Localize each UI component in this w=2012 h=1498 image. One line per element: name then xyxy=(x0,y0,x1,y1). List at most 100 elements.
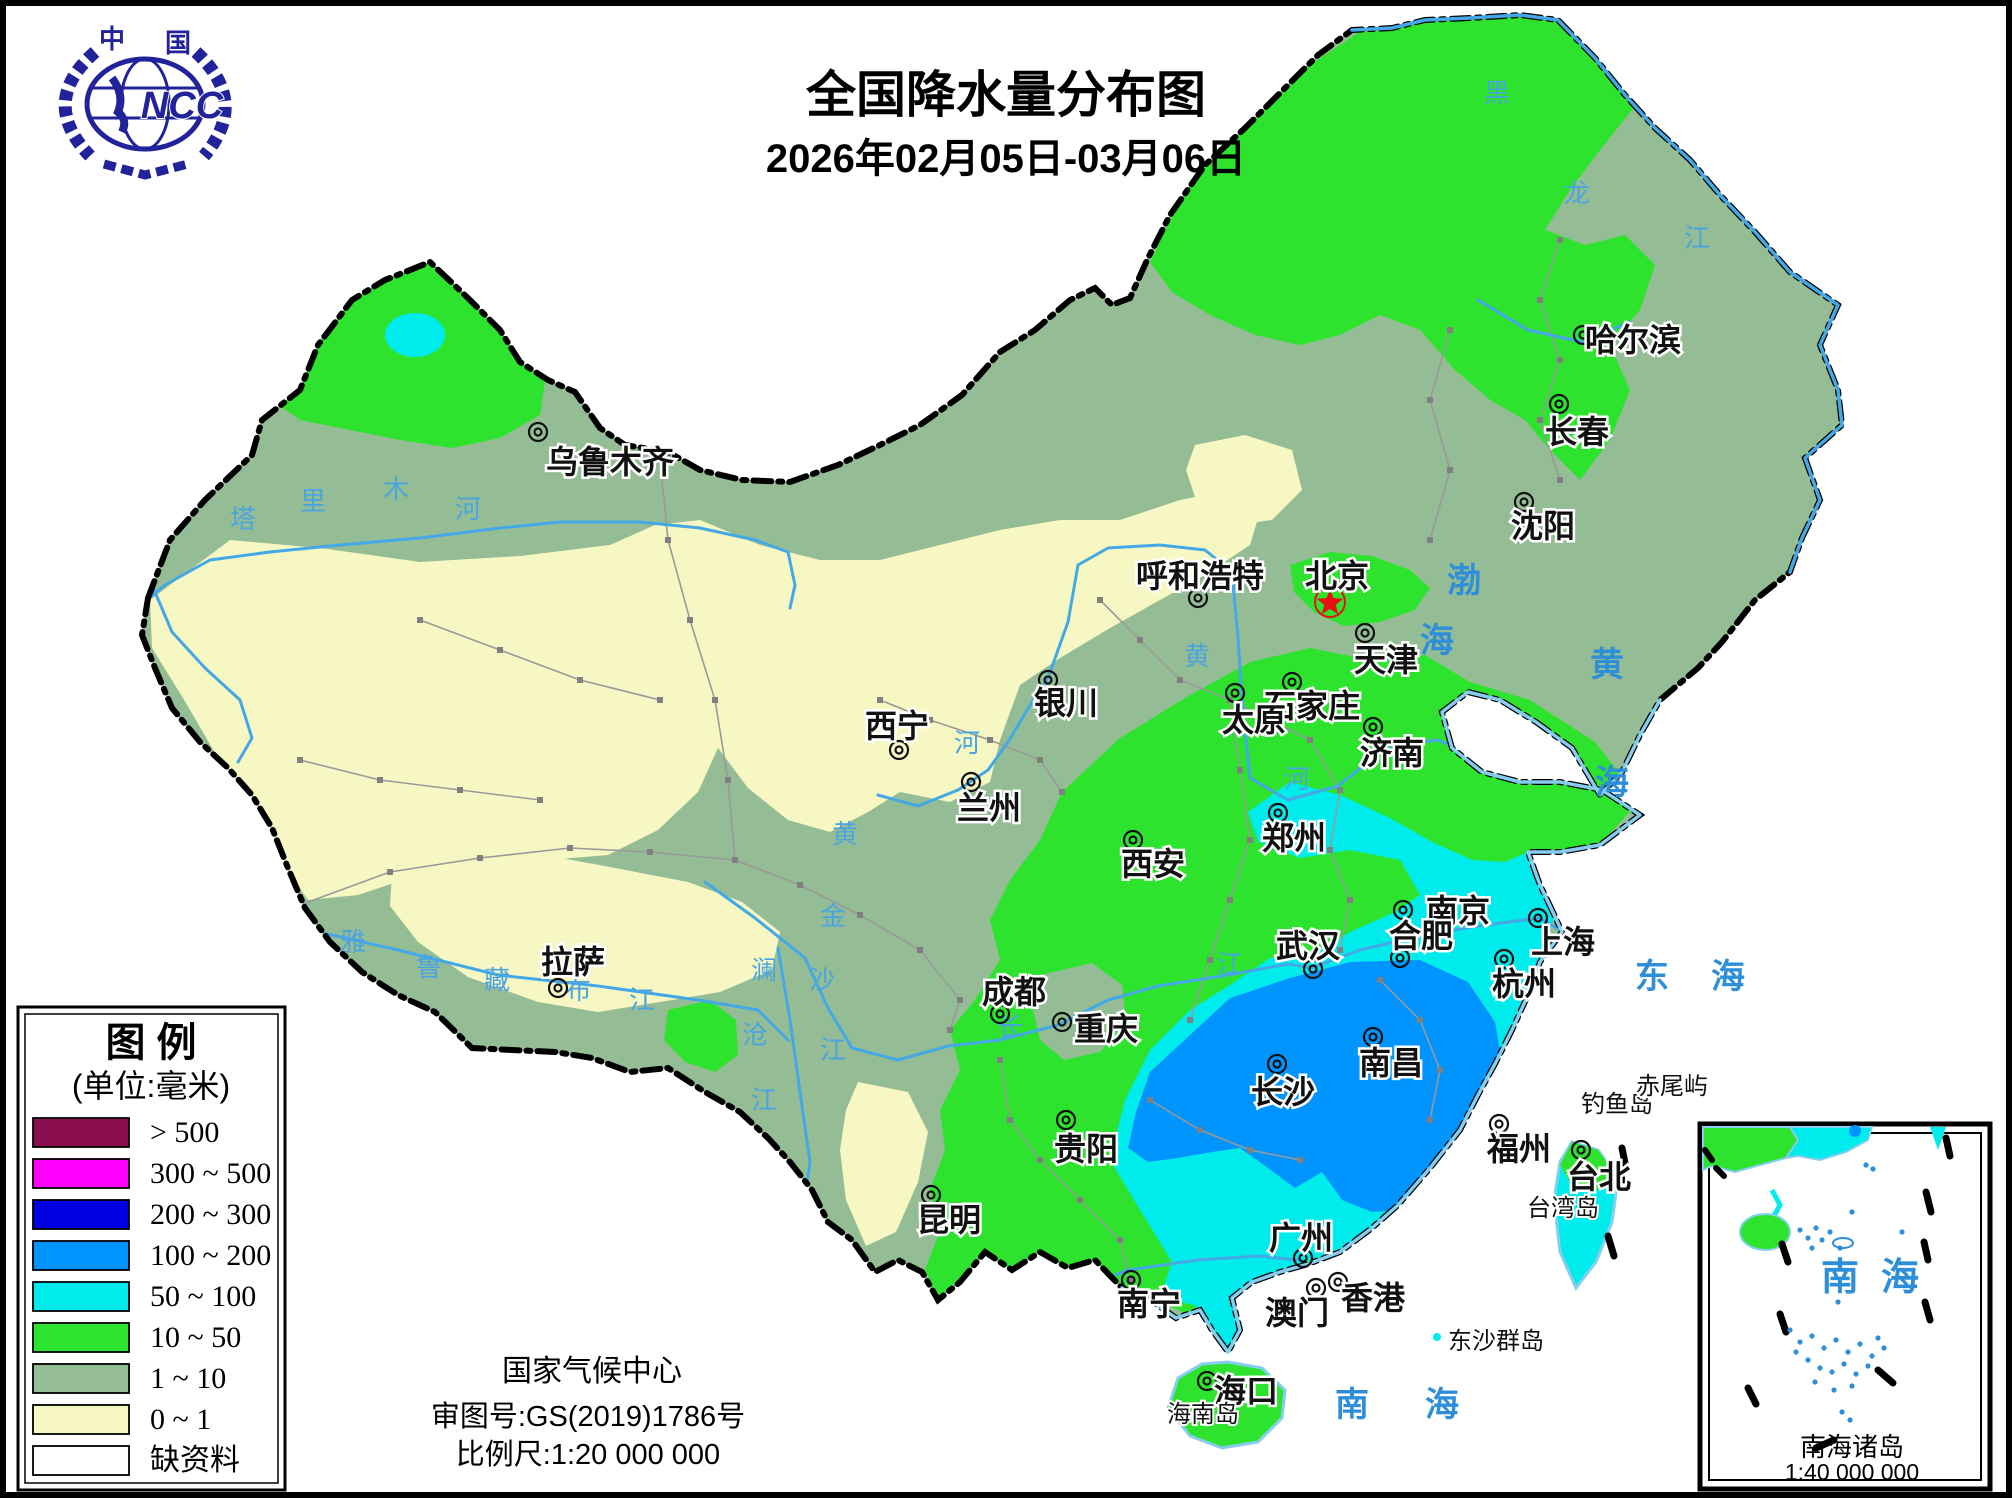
town-dot xyxy=(857,912,863,918)
river-label-char: 藏 xyxy=(484,965,510,995)
town-dot xyxy=(712,697,718,703)
city-marker-icon xyxy=(1037,669,1059,691)
city-福州: 福州 xyxy=(1483,1113,1554,1170)
inset-taiwan-tip xyxy=(1930,1127,1946,1150)
town-dot xyxy=(1237,767,1243,773)
city-上海: 上海 xyxy=(1527,907,1598,963)
region-100-200-hunan-jiangxi xyxy=(1128,960,1502,1212)
inset-islet-dot xyxy=(1899,1229,1905,1235)
river-label-char: 龙 xyxy=(1564,178,1590,208)
city-marker-icon xyxy=(989,1003,1011,1025)
city-乌鲁木齐: 乌鲁木齐 xyxy=(527,421,677,483)
town-dot xyxy=(1537,297,1543,303)
town-dot xyxy=(1059,789,1065,795)
city-marker-icon xyxy=(1055,1109,1077,1131)
sea-label-char: 海 xyxy=(1425,1386,1459,1424)
legend-item-label: 100 ~ 200 xyxy=(150,1239,271,1272)
province-line xyxy=(1099,599,1311,741)
town-dot xyxy=(1447,467,1453,473)
inset-islet-dot xyxy=(1835,1299,1841,1305)
city-marker-icon xyxy=(1187,587,1209,609)
city-marker-icon-inner xyxy=(966,777,976,787)
nine-dash-segment xyxy=(1920,1238,1932,1264)
region-10-50-northeast xyxy=(1150,15,1655,480)
city-贵阳: 贵阳 xyxy=(1051,1109,1121,1170)
legend-item-label: 300 ~ 500 xyxy=(150,1157,271,1190)
city-marker-icon-inner xyxy=(1360,628,1370,638)
inset-islet-dot xyxy=(1827,1229,1833,1235)
city-marker-icon xyxy=(1572,324,1594,346)
town-dot xyxy=(1117,1237,1123,1243)
town-dot xyxy=(1557,477,1563,483)
city-marker-icon-inner xyxy=(1061,1115,1071,1125)
city-marker-icon-inner xyxy=(1554,399,1564,409)
city-marker-icon xyxy=(1570,1139,1592,1161)
town-dot xyxy=(1427,1117,1433,1123)
town-dot xyxy=(377,777,383,783)
town-dot xyxy=(1267,717,1273,723)
inset-islet-dot xyxy=(1841,1361,1847,1367)
town-dot xyxy=(1297,1157,1303,1163)
city-marker-icon-inner xyxy=(1308,964,1318,974)
town-dot xyxy=(732,857,738,863)
city-marker-icon-inner xyxy=(553,983,563,993)
city-太原: 太原 xyxy=(1219,682,1289,741)
town-dot xyxy=(1177,677,1183,683)
city-marker-icon xyxy=(1281,671,1303,693)
region-0-1-west xyxy=(150,490,1262,900)
sea-label-char: 黄 xyxy=(1590,646,1624,684)
city-label: 兰州 xyxy=(957,790,1021,826)
city-西安: 西安 xyxy=(1118,829,1188,885)
sea-label-char: 海 xyxy=(1595,764,1629,802)
city-marker-icon-inner xyxy=(1193,593,1203,603)
town-dot xyxy=(997,1057,1003,1063)
city-西宁: 西宁 xyxy=(862,706,932,761)
city-label: 重庆 xyxy=(1074,1011,1138,1047)
city-marker-icon xyxy=(1488,1113,1510,1135)
city-label: 长春 xyxy=(1545,414,1609,450)
town-dot xyxy=(687,617,693,623)
city-marker-icon-inner xyxy=(1230,688,1240,698)
logo-wreath-right xyxy=(191,47,232,161)
city-label: 南宁 xyxy=(1117,1286,1181,1322)
town-dot xyxy=(1187,1017,1193,1023)
city-label: 武汉 xyxy=(1276,928,1341,964)
city-长春: 长春 xyxy=(1542,393,1612,453)
city-marker-icon-inner xyxy=(1368,722,1378,732)
region-0-1-northeast xyxy=(1186,435,1302,526)
city-marker-icon xyxy=(960,771,982,793)
city-重庆: 重庆 xyxy=(1051,1009,1141,1050)
city-武汉: 武汉 xyxy=(1273,926,1343,980)
city-marker-icon-inner xyxy=(1287,677,1297,687)
inset-islet-dot xyxy=(1805,1235,1811,1241)
city-marker-icon xyxy=(1389,947,1411,969)
city-label: 杭州 xyxy=(1492,966,1556,1002)
river-yellow xyxy=(876,543,1467,808)
city-济南: 济南 xyxy=(1357,716,1427,774)
river-tarim xyxy=(142,520,797,617)
nine-dash-segment xyxy=(1778,1240,1792,1266)
capital-circle-icon xyxy=(1314,586,1346,618)
city-marker-icon xyxy=(1120,1269,1142,1291)
logo-char-zhong: 中 xyxy=(99,24,125,54)
legend-item-label: 1 ~ 10 xyxy=(150,1362,226,1395)
legend-swatch xyxy=(32,1281,130,1312)
town-dot xyxy=(657,697,663,703)
legend-rows: > 500 300 ~ 500 200 ~ 300 100 ~ 200 50 ~ 100… xyxy=(32,1116,271,1477)
inset-islet-dot xyxy=(1829,1369,1835,1375)
city-label: 海口 xyxy=(1214,1373,1278,1409)
dash-line-marks-main xyxy=(1604,1144,1630,1260)
city-marker-icon xyxy=(527,421,549,443)
city-label: 银川 xyxy=(1034,685,1098,721)
island-label: 台湾岛 xyxy=(1527,1195,1599,1222)
city-沈阳: 沈阳 xyxy=(1508,491,1578,547)
city-label: 西宁 xyxy=(865,708,929,744)
town-dot xyxy=(917,947,923,953)
legend-item-label: 200 ~ 300 xyxy=(150,1198,271,1231)
town-dot xyxy=(1327,847,1333,853)
inset-islet-dot xyxy=(1869,1353,1875,1359)
inset-sea-label: 南海 xyxy=(1821,1257,1919,1299)
river-label-char: 江 xyxy=(751,1085,777,1115)
city-成都: 成都 xyxy=(979,972,1049,1025)
